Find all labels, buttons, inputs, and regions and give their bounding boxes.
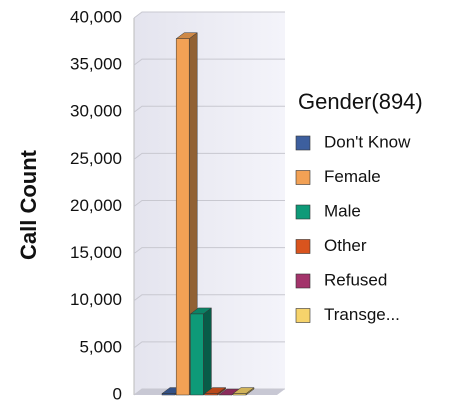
grid-line [133, 247, 285, 255]
bar-side [203, 307, 212, 396]
legend-swatch [295, 273, 311, 289]
grid-line [133, 341, 285, 349]
legend-swatch [295, 308, 311, 323]
grid-line [133, 105, 285, 113]
bar [190, 313, 204, 396]
grid-line [133, 11, 285, 19]
y-tick-label: 30,000 [70, 102, 122, 121]
y-axis-title: Call Count [16, 149, 41, 260]
legend-label: Don't Know [324, 132, 411, 151]
legend-label: Other [324, 236, 367, 255]
grid-line [133, 58, 285, 66]
y-tick-label: 25,000 [70, 149, 122, 168]
y-tick-label: 35,000 [70, 55, 122, 74]
grid-line [133, 294, 285, 302]
y-tick-label: 40,000 [70, 7, 122, 26]
legend-label: Transge... [324, 305, 400, 324]
legend-label: Refused [324, 270, 387, 289]
grid-line [133, 200, 285, 207]
legend-swatch [295, 135, 311, 151]
y-tick-label: 20,000 [70, 196, 122, 215]
legend-swatch [295, 170, 311, 185]
y-tick-label: 5,000 [79, 337, 122, 356]
bar [232, 393, 247, 396]
legend-swatch [295, 204, 311, 220]
legend-label: Male [324, 201, 361, 220]
plot-wall [134, 12, 285, 395]
grid-line [133, 152, 285, 160]
bar [204, 393, 218, 396]
bar [161, 393, 176, 396]
legend-title: Gender(894) [298, 89, 423, 114]
legend-swatch [295, 239, 311, 254]
y-tick-label: 0 [113, 384, 122, 403]
bar [175, 38, 190, 396]
y-tick-label: 15,000 [70, 243, 122, 262]
legend-label: Female [324, 167, 381, 186]
y-tick-label: 10,000 [70, 290, 122, 309]
